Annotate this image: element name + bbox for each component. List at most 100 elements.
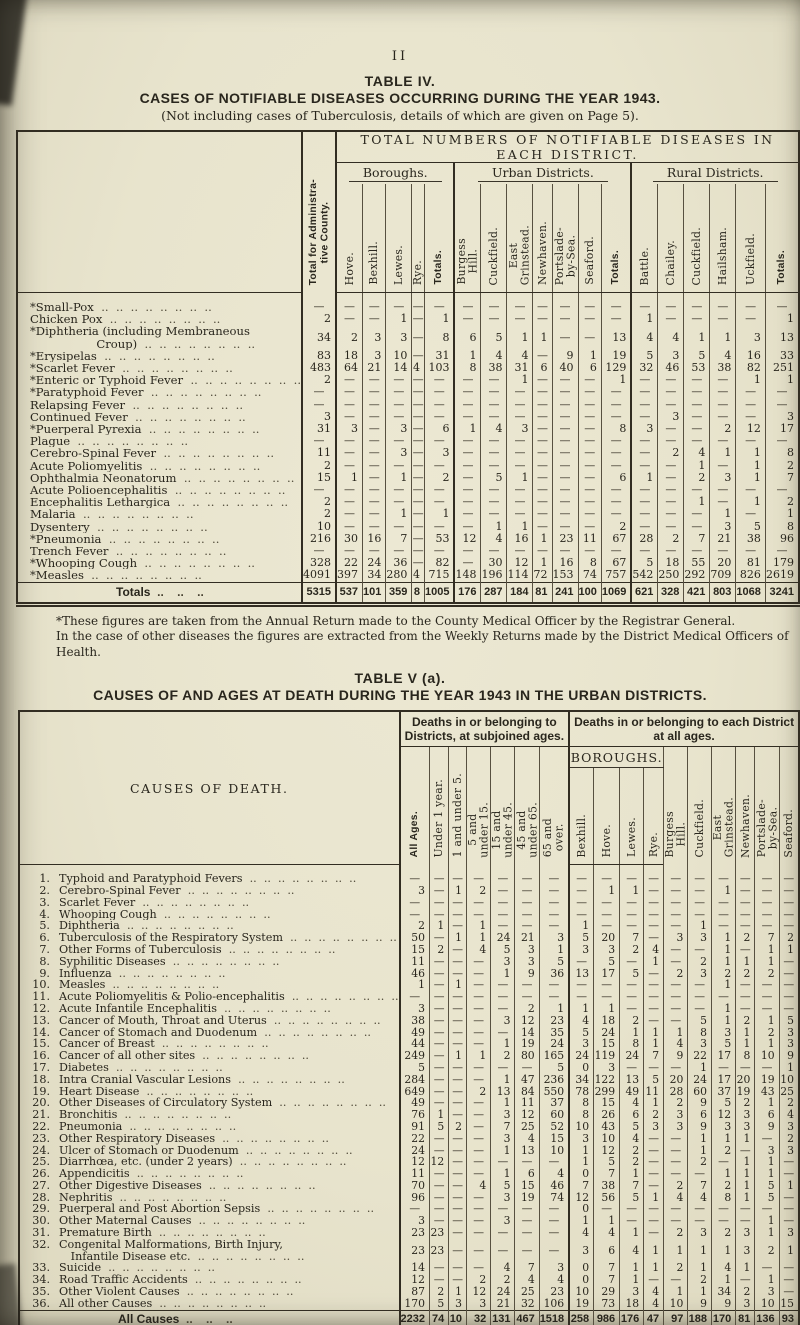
row-label: *Pneumonia <box>17 533 302 545</box>
cell: — <box>643 896 664 909</box>
cell: — <box>710 991 736 1003</box>
cell: 12 <box>453 532 481 546</box>
cell: 4 <box>663 1038 688 1051</box>
cell: 1 <box>619 885 644 897</box>
cell: 1 <box>619 1227 644 1239</box>
row-label-cell: 18. Intra Cranial Vascular Lesions <box>19 1074 400 1086</box>
notifiable-diseases-table: Total for Administra- tive County. TOTAL … <box>16 130 800 607</box>
row-label: Suicide <box>59 1262 102 1275</box>
cell: — <box>663 920 688 933</box>
cell: 5 <box>619 1121 644 1133</box>
cell: 15 <box>514 1180 540 1192</box>
cell: — <box>453 557 481 570</box>
cell: — <box>577 435 602 448</box>
cell: 421 <box>683 581 710 605</box>
cell: — <box>453 447 481 460</box>
cell: 2 <box>710 1227 736 1239</box>
cell: 2 <box>657 447 684 460</box>
cell: — <box>735 1203 755 1216</box>
cell: — <box>551 459 578 472</box>
cell: — <box>754 991 780 1003</box>
cell: 1 <box>643 1191 664 1204</box>
cell: — <box>532 471 552 485</box>
cell: 11 <box>577 532 602 546</box>
cell: — <box>683 386 710 399</box>
cell: — <box>506 544 533 558</box>
cell: 1 <box>385 471 412 485</box>
cell: — <box>506 410 533 424</box>
cell: — <box>362 447 386 460</box>
row-number: 32. <box>32 1238 50 1251</box>
age-column-header: Under 1 year. <box>432 779 446 858</box>
cell: — <box>643 1203 664 1216</box>
cell: 1 <box>506 471 533 485</box>
cell: — <box>593 991 620 1003</box>
row-number: 16. <box>32 1050 50 1062</box>
cell: — <box>448 1180 467 1192</box>
cell: — <box>448 896 467 909</box>
cell: 1 <box>593 1003 620 1015</box>
cell: — <box>663 944 688 956</box>
cell: — <box>687 908 712 921</box>
cell: — <box>490 979 515 992</box>
district-column-header: Burgess Hill. <box>663 811 688 858</box>
cell: 287 <box>480 581 507 605</box>
cell: — <box>735 1003 755 1015</box>
cell: 2232 <box>398 1309 430 1325</box>
cell: 3 <box>735 1297 755 1311</box>
cell: — <box>657 496 684 509</box>
cell: 328 <box>301 557 337 570</box>
cell: 46 <box>398 967 430 980</box>
cell: — <box>490 1203 515 1216</box>
cell: 1 <box>754 1168 780 1180</box>
cell: 2 <box>490 1274 515 1287</box>
cell: 13 <box>600 325 632 350</box>
cell: — <box>480 544 507 558</box>
diseases-column-header <box>17 131 303 293</box>
cell: — <box>532 349 552 363</box>
cell: — <box>448 1156 467 1169</box>
row-number: 33. <box>32 1262 50 1275</box>
cell: — <box>683 483 710 497</box>
cell: — <box>385 374 412 387</box>
cell: 1 <box>764 508 799 521</box>
cell: — <box>465 1003 491 1015</box>
cell: 5 <box>619 967 644 980</box>
cell: 37 <box>538 1097 570 1110</box>
cell: — <box>448 1168 467 1180</box>
cell: 4 <box>630 325 658 350</box>
cell: 15 <box>301 471 337 485</box>
cell: 1 <box>735 1132 755 1145</box>
row-label-cell: 25. Diarrhœa, etc. (under 2 years) <box>19 1156 400 1168</box>
table-row: 36.All other Causes170533213210619731841… <box>19 1297 799 1311</box>
row-label-cell: 30. Other Maternal Causes <box>19 1215 400 1227</box>
table-row: *Small-Pox——————————————————— <box>17 292 799 314</box>
cell: — <box>619 1003 644 1015</box>
cell: 7 <box>764 471 799 485</box>
cell: — <box>754 1062 780 1074</box>
cell: 2 <box>301 496 337 509</box>
cell: — <box>735 386 766 399</box>
cell: 3 <box>335 422 363 436</box>
cell: 4 <box>643 1297 664 1311</box>
cell: 1 <box>754 1156 780 1169</box>
cell: — <box>465 967 491 980</box>
cell: 1 <box>335 471 363 485</box>
cell: 1 <box>687 1286 712 1298</box>
cell: 38 <box>480 361 507 375</box>
cell: 249 <box>398 1050 430 1062</box>
cell: 328 <box>657 581 684 605</box>
cell: 6 <box>593 1238 620 1263</box>
causes-of-death-table: CAUSES OF DEATH. Deaths in or belonging t… <box>18 710 800 1325</box>
cell: 100 <box>577 581 602 605</box>
cell: 5 <box>593 1156 620 1169</box>
cell: 153 <box>551 569 578 583</box>
cell: 4 <box>593 1227 620 1239</box>
cell: 38 <box>398 1014 430 1027</box>
cell: — <box>453 520 481 533</box>
cell: 2 <box>448 1121 467 1133</box>
cell: — <box>532 312 552 326</box>
cell: — <box>778 1215 799 1228</box>
cell: 7 <box>593 1168 620 1180</box>
